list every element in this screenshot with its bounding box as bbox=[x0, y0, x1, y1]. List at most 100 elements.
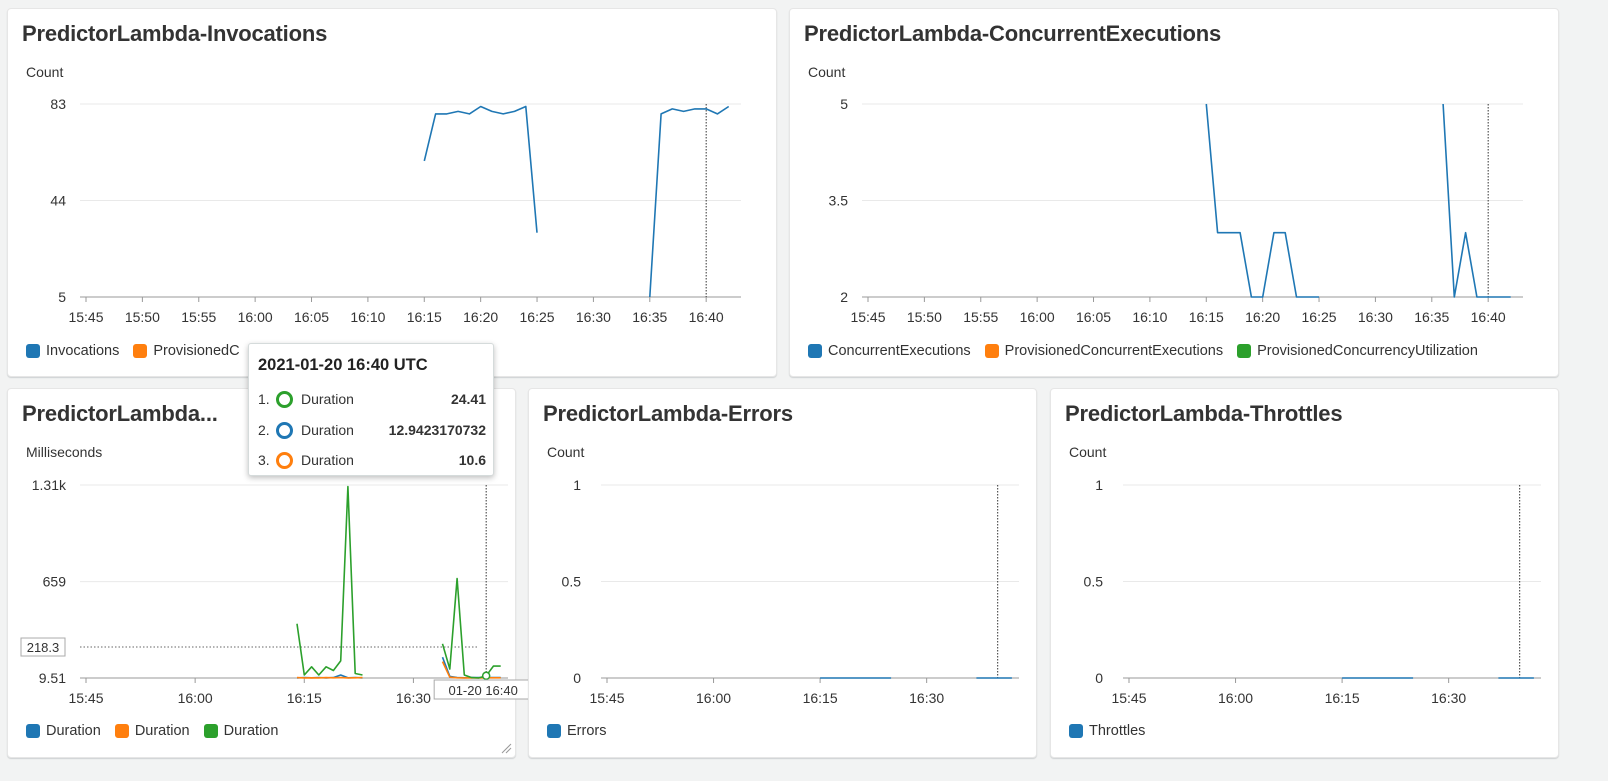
legend-swatch bbox=[133, 344, 148, 358]
x-tick-label: 16:30 bbox=[1358, 309, 1393, 325]
legend-label: ProvisionedC bbox=[153, 343, 240, 359]
legend-swatch bbox=[1237, 344, 1252, 358]
x-tick-label: 16:20 bbox=[1245, 309, 1280, 325]
x-tick-label: 15:50 bbox=[125, 309, 160, 325]
hover-y-value-label: 218.3 bbox=[27, 640, 60, 655]
widget-title[interactable]: PredictorLambda-Invocations bbox=[22, 21, 328, 46]
y-tick-label: 9.51 bbox=[39, 670, 66, 686]
tooltip-row: 3. Duration 10.6 bbox=[258, 450, 486, 470]
concurrent-executions-chart[interactable]: 5 3.5 215:45 15:50 15:55 16:00 16:05 16:10 16:15… bbox=[790, 9, 1560, 378]
y-tick-label: 83 bbox=[50, 96, 66, 112]
invocations-chart[interactable]: 83 44 515:45 15:50 15:55 16:00 16:05 16:10 16:15… bbox=[8, 9, 778, 378]
errors-chart[interactable]: 1 0.5 0 15:45 16:00 16:15 16:30 bbox=[529, 389, 1038, 759]
tooltip-row-index: 1. bbox=[258, 391, 270, 407]
series-ring-icon bbox=[276, 421, 293, 439]
chart-legend: Throttles bbox=[1069, 723, 1145, 739]
legend-item-provisioned-concurrency-utilization[interactable]: ProvisionedConcurrencyUtilization bbox=[1237, 343, 1478, 359]
legend-item-concurrent-executions[interactable]: ConcurrentExecutions bbox=[808, 343, 971, 359]
legend-item-provisioned-concurrent-executions[interactable]: ProvisionedConcurrentExecutions bbox=[984, 343, 1224, 359]
chart-legend: Errors bbox=[547, 723, 606, 739]
tooltip-row-name: Duration bbox=[301, 452, 354, 468]
x-tick-label: 16:05 bbox=[1076, 309, 1111, 325]
legend-item-invocations[interactable]: Invocations bbox=[26, 343, 119, 359]
x-tick-label: 15:45 bbox=[1111, 690, 1146, 706]
x-tick-label: 16:20 bbox=[463, 309, 498, 325]
legend-swatch bbox=[26, 724, 40, 738]
x-tick-label: 16:35 bbox=[632, 309, 667, 325]
legend-item-provisioned[interactable]: ProvisionedC bbox=[133, 343, 240, 359]
y-axis-unit-label: Count bbox=[1069, 444, 1107, 460]
tooltip-row-index: 3. bbox=[258, 452, 270, 468]
legend-swatch bbox=[547, 724, 561, 738]
legend-swatch bbox=[26, 344, 40, 358]
legend-swatch bbox=[808, 344, 822, 358]
x-tick-label: 16:30 bbox=[576, 309, 611, 325]
resize-handle-icon[interactable] bbox=[500, 742, 512, 754]
legend-label: Throttles bbox=[1089, 723, 1146, 739]
series-line bbox=[296, 485, 363, 676]
tooltip-row-name: Duration bbox=[301, 391, 354, 407]
widget-title[interactable]: PredictorLambda-ConcurrentExecutions bbox=[804, 21, 1221, 46]
x-tick-label: 15:45 bbox=[850, 309, 885, 325]
legend-label: ConcurrentExecutions bbox=[828, 343, 971, 359]
x-tick-label: 16:25 bbox=[1302, 309, 1337, 325]
legend-item-duration-3[interactable]: Duration bbox=[203, 723, 278, 739]
x-tick-label: 15:45 bbox=[589, 690, 624, 706]
y-tick-label: 3.5 bbox=[829, 193, 849, 209]
x-tick-label: 16:05 bbox=[294, 309, 329, 325]
x-tick-label: 16:25 bbox=[520, 309, 555, 325]
x-tick-label: 16:10 bbox=[1132, 309, 1167, 325]
legend-item-duration-2[interactable]: Duration bbox=[114, 723, 190, 739]
series-ring-icon bbox=[276, 451, 293, 469]
tooltip-row-value: 24.41 bbox=[450, 391, 486, 407]
widget-concurrent-executions[interactable]: PredictorLambda-ConcurrentExecutions Cou… bbox=[789, 8, 1559, 377]
x-tick-label: 15:55 bbox=[181, 309, 216, 325]
widget-title[interactable]: PredictorLambda-Throttles bbox=[1065, 401, 1343, 426]
series-line bbox=[1205, 103, 1319, 298]
series-line bbox=[441, 661, 501, 679]
series-line bbox=[423, 105, 538, 233]
widget-invocations[interactable]: PredictorLambda-Invocations Count 83 44 5 1… bbox=[7, 8, 777, 377]
y-tick-label: 44 bbox=[50, 193, 66, 209]
y-tick-label: 1 bbox=[1095, 477, 1103, 493]
y-tick-label: 2 bbox=[840, 289, 848, 305]
x-tick-label: 16:15 bbox=[803, 690, 838, 706]
tooltip-title: 2021-01-20 16:40 UTC bbox=[258, 356, 428, 374]
x-tick-label: 16:00 bbox=[696, 690, 731, 706]
x-tick-label: 16:15 bbox=[407, 309, 442, 325]
widget-errors[interactable]: PredictorLambda-Errors Count 1 0.5 0 15:45 1… bbox=[528, 388, 1037, 758]
x-tick-label: 16:00 bbox=[1218, 690, 1253, 706]
widget-title[interactable]: PredictorLambda-Errors bbox=[543, 401, 793, 426]
tooltip-row: 1. Duration 24.41 bbox=[258, 389, 486, 409]
legend-label: Duration bbox=[134, 723, 190, 739]
legend-swatch bbox=[114, 724, 129, 738]
y-tick-label: 1 bbox=[573, 477, 581, 493]
y-tick-label: 0 bbox=[573, 670, 581, 686]
y-tick-label: 1.31k bbox=[32, 477, 67, 493]
widget-throttles[interactable]: PredictorLambda-Throttles Count 1 0.5 0 15:… bbox=[1050, 388, 1559, 758]
legend-item-throttles[interactable]: Throttles bbox=[1069, 723, 1145, 739]
chart-legend: Duration Duration Duration bbox=[26, 723, 278, 739]
y-axis-unit-label: Count bbox=[26, 64, 64, 80]
legend-label: ProvisionedConcurrentExecutions bbox=[1004, 343, 1224, 359]
x-tick-label: 16:15 bbox=[287, 690, 322, 706]
y-tick-label: 5 bbox=[58, 289, 66, 305]
tooltip-row-index: 2. bbox=[258, 422, 270, 438]
widget-title[interactable]: PredictorLambda... bbox=[22, 401, 218, 426]
x-tick-label: 16:30 bbox=[396, 690, 431, 706]
throttles-chart[interactable]: 1 0.5 0 15:45 16:00 16:15 16:30 bbox=[1051, 389, 1560, 759]
legend-swatch bbox=[203, 724, 218, 738]
x-tick-label: 15:45 bbox=[68, 309, 103, 325]
legend-item-errors[interactable]: Errors bbox=[547, 723, 606, 739]
x-tick-label: 16:10 bbox=[350, 309, 385, 325]
x-tick-label: 16:40 bbox=[1471, 309, 1506, 325]
series-line bbox=[649, 105, 730, 298]
x-tick-label: 16:40 bbox=[689, 309, 724, 325]
legend-item-duration-1[interactable]: Duration bbox=[26, 723, 101, 739]
legend-label: Duration bbox=[46, 723, 101, 739]
x-tick-label: 16:00 bbox=[238, 309, 273, 325]
tooltip-row: 2. Duration 12.9423170732 bbox=[258, 420, 486, 440]
x-tick-label: 16:30 bbox=[909, 690, 944, 706]
x-tick-label: 15:45 bbox=[68, 690, 103, 706]
